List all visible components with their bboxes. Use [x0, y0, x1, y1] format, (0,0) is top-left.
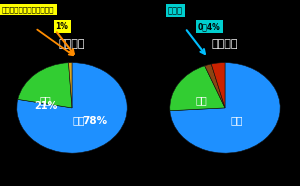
Text: 1%: 1%: [56, 22, 68, 31]
Wedge shape: [17, 63, 127, 153]
Wedge shape: [68, 63, 72, 108]
Text: アルゴン・二酸化炭素・他: アルゴン・二酸化炭素・他: [2, 6, 55, 13]
Wedge shape: [211, 63, 225, 108]
Text: 酸素: 酸素: [196, 95, 208, 105]
Wedge shape: [170, 63, 280, 153]
Text: 酸素: 酸素: [40, 95, 51, 105]
Wedge shape: [170, 66, 225, 111]
Title: 乾燥空気: 乾燥空気: [59, 39, 85, 49]
Text: 78%: 78%: [82, 116, 108, 126]
Title: 湿潤空気: 湿潤空気: [212, 39, 238, 49]
Wedge shape: [18, 63, 72, 108]
Text: 窒素: 窒素: [72, 116, 85, 126]
Text: 水蒸気: 水蒸気: [168, 6, 183, 15]
Wedge shape: [205, 64, 225, 108]
Text: 0～4%: 0～4%: [198, 22, 221, 31]
Text: 窒素: 窒素: [231, 116, 243, 126]
Text: 21%: 21%: [34, 101, 57, 111]
